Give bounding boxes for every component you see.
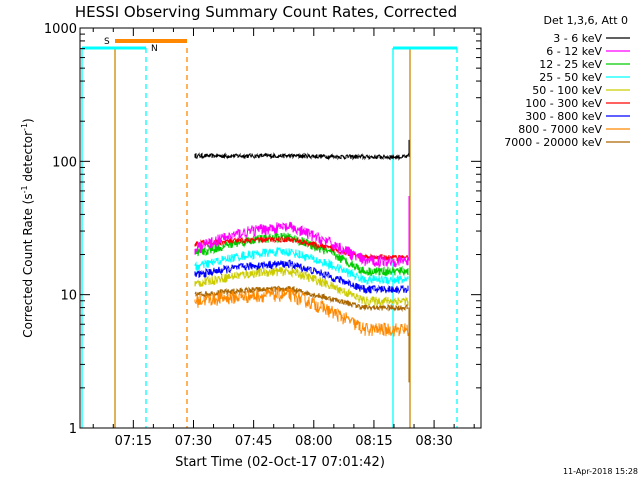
y-label-mid: detector [21, 131, 35, 186]
y-tick-label: 100 [52, 155, 77, 170]
x-tick-label: 08:30 [415, 434, 452, 449]
legend-title: Det 1,3,6, Att 0 [544, 14, 628, 27]
legend-label: 100 - 300 keV [525, 97, 602, 110]
chart-title: HESSI Observing Summary Count Rates, Cor… [75, 3, 457, 21]
legend-label: 50 - 100 keV [532, 84, 602, 97]
y-label-sup1: -1 [20, 185, 29, 193]
y-label-sup2: -1 [20, 123, 29, 131]
footer-date: 11-Apr-2018 15:28 [563, 467, 638, 476]
legend-label: 12 - 25 keV [539, 58, 602, 71]
x-axis-label: Start Time (02-Oct-17 07:01:42) [175, 455, 385, 470]
y-tick-label: 1000 [44, 22, 77, 37]
series-line [194, 235, 409, 262]
series-line [194, 266, 409, 307]
x-tick-label: 07:45 [235, 434, 272, 449]
y-label-main: Corrected Count Rate (s [21, 193, 35, 337]
legend-label: 300 - 800 keV [525, 110, 602, 123]
x-tick-label: 07:30 [175, 434, 212, 449]
legend-label: 7000 - 20000 keV [504, 136, 602, 149]
series-line [194, 285, 409, 313]
y-label-end: ) [21, 118, 35, 123]
plot-frame [79, 27, 482, 429]
y-tick-label: 1 [69, 422, 77, 437]
legend-label: 25 - 50 keV [539, 71, 602, 84]
saa-label: S [104, 37, 110, 47]
y-tick-label: 10 [60, 289, 77, 304]
x-tick-label: 08:00 [295, 434, 332, 449]
plot-area: SN [81, 37, 458, 428]
x-tick-label: 08:15 [355, 434, 392, 449]
legend-label: 6 - 12 keV [546, 45, 602, 58]
legend-label: 3 - 6 keV [553, 32, 602, 45]
series-line [194, 152, 409, 161]
y-axis-label: Corrected Count Rate (s-1 detector-1) [20, 118, 35, 337]
y-axis: 1 10 100 1000 [44, 22, 481, 437]
x-tick-label: 07:15 [115, 434, 152, 449]
night-label: N [151, 44, 158, 54]
series-line [194, 232, 409, 277]
series-line [194, 246, 409, 286]
series-line [194, 287, 409, 337]
series-line [194, 259, 409, 295]
series-line [194, 221, 409, 269]
x-axis: 07:15 07:30 07:45 08:00 08:15 08:30 [92, 28, 475, 449]
legend-label: 800 - 7000 keV [518, 123, 602, 136]
